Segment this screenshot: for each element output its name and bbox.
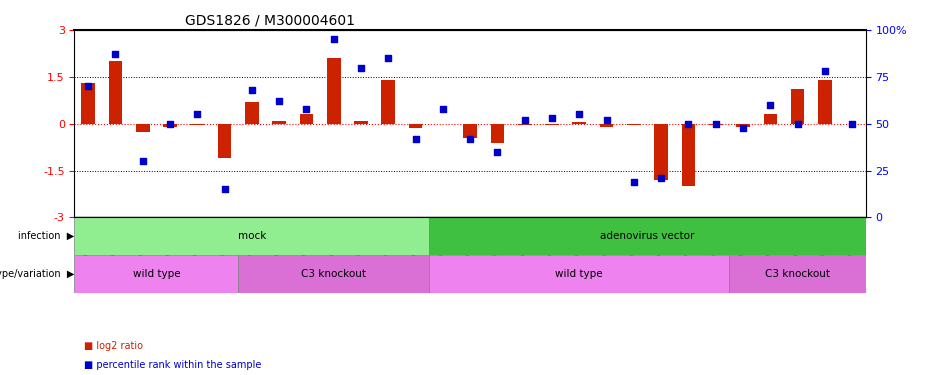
FancyBboxPatch shape <box>238 255 429 292</box>
Point <box>600 117 614 123</box>
Point <box>272 98 287 104</box>
Point <box>844 121 859 127</box>
Bar <box>736 124 749 127</box>
Text: ■ log2 ratio: ■ log2 ratio <box>84 341 142 351</box>
Text: GDS1826 / M300004601: GDS1826 / M300004601 <box>185 13 356 27</box>
Bar <box>546 124 559 125</box>
FancyBboxPatch shape <box>74 255 238 292</box>
Point <box>436 106 451 112</box>
Bar <box>218 124 232 158</box>
Bar <box>382 80 395 124</box>
Point <box>245 87 260 93</box>
Point <box>163 121 178 127</box>
Point <box>572 111 587 117</box>
Bar <box>681 124 695 186</box>
Text: adenovirus vector: adenovirus vector <box>600 231 695 241</box>
Bar <box>191 124 204 125</box>
Text: wild type: wild type <box>556 269 603 279</box>
Point <box>654 175 668 181</box>
Point <box>81 83 96 89</box>
Point <box>190 111 205 117</box>
Point <box>627 179 641 185</box>
Bar <box>708 124 722 125</box>
Point <box>817 68 832 74</box>
Point <box>108 51 123 57</box>
Point <box>790 121 805 127</box>
Bar <box>818 80 831 124</box>
FancyBboxPatch shape <box>74 217 429 255</box>
Point <box>681 121 695 127</box>
Bar <box>409 124 423 128</box>
Bar <box>600 124 614 127</box>
Text: wild type: wild type <box>132 269 181 279</box>
Point <box>762 102 777 108</box>
Bar <box>272 121 286 124</box>
FancyBboxPatch shape <box>429 217 866 255</box>
Point <box>299 106 314 112</box>
Bar <box>491 124 505 142</box>
Point <box>326 36 341 42</box>
Point <box>463 136 478 142</box>
Bar <box>327 58 341 124</box>
Point <box>518 117 533 123</box>
Bar <box>163 124 177 127</box>
Bar <box>573 122 587 124</box>
Text: infection  ▶: infection ▶ <box>19 231 74 241</box>
Bar <box>518 124 532 125</box>
Text: C3 knockout: C3 knockout <box>302 269 366 279</box>
Point <box>490 149 505 155</box>
Bar <box>81 83 95 124</box>
Bar <box>654 124 668 180</box>
Bar <box>354 121 368 124</box>
Text: mock: mock <box>237 231 266 241</box>
Text: ■ percentile rank within the sample: ■ percentile rank within the sample <box>84 360 262 369</box>
Point <box>217 186 232 192</box>
Text: C3 knockout: C3 knockout <box>765 269 830 279</box>
Text: genotype/variation  ▶: genotype/variation ▶ <box>0 269 74 279</box>
FancyBboxPatch shape <box>429 255 729 292</box>
Point <box>708 121 723 127</box>
Point <box>354 64 369 70</box>
Point <box>545 115 560 121</box>
Bar <box>136 124 150 132</box>
Point <box>735 124 750 130</box>
Bar <box>763 114 777 124</box>
Point <box>135 158 150 164</box>
Bar <box>109 61 122 124</box>
Bar <box>300 114 313 124</box>
Point <box>408 136 423 142</box>
FancyBboxPatch shape <box>729 255 866 292</box>
Bar <box>627 124 641 125</box>
Point <box>381 55 396 61</box>
Bar <box>790 89 804 124</box>
Bar <box>245 102 259 124</box>
Bar <box>464 124 477 138</box>
